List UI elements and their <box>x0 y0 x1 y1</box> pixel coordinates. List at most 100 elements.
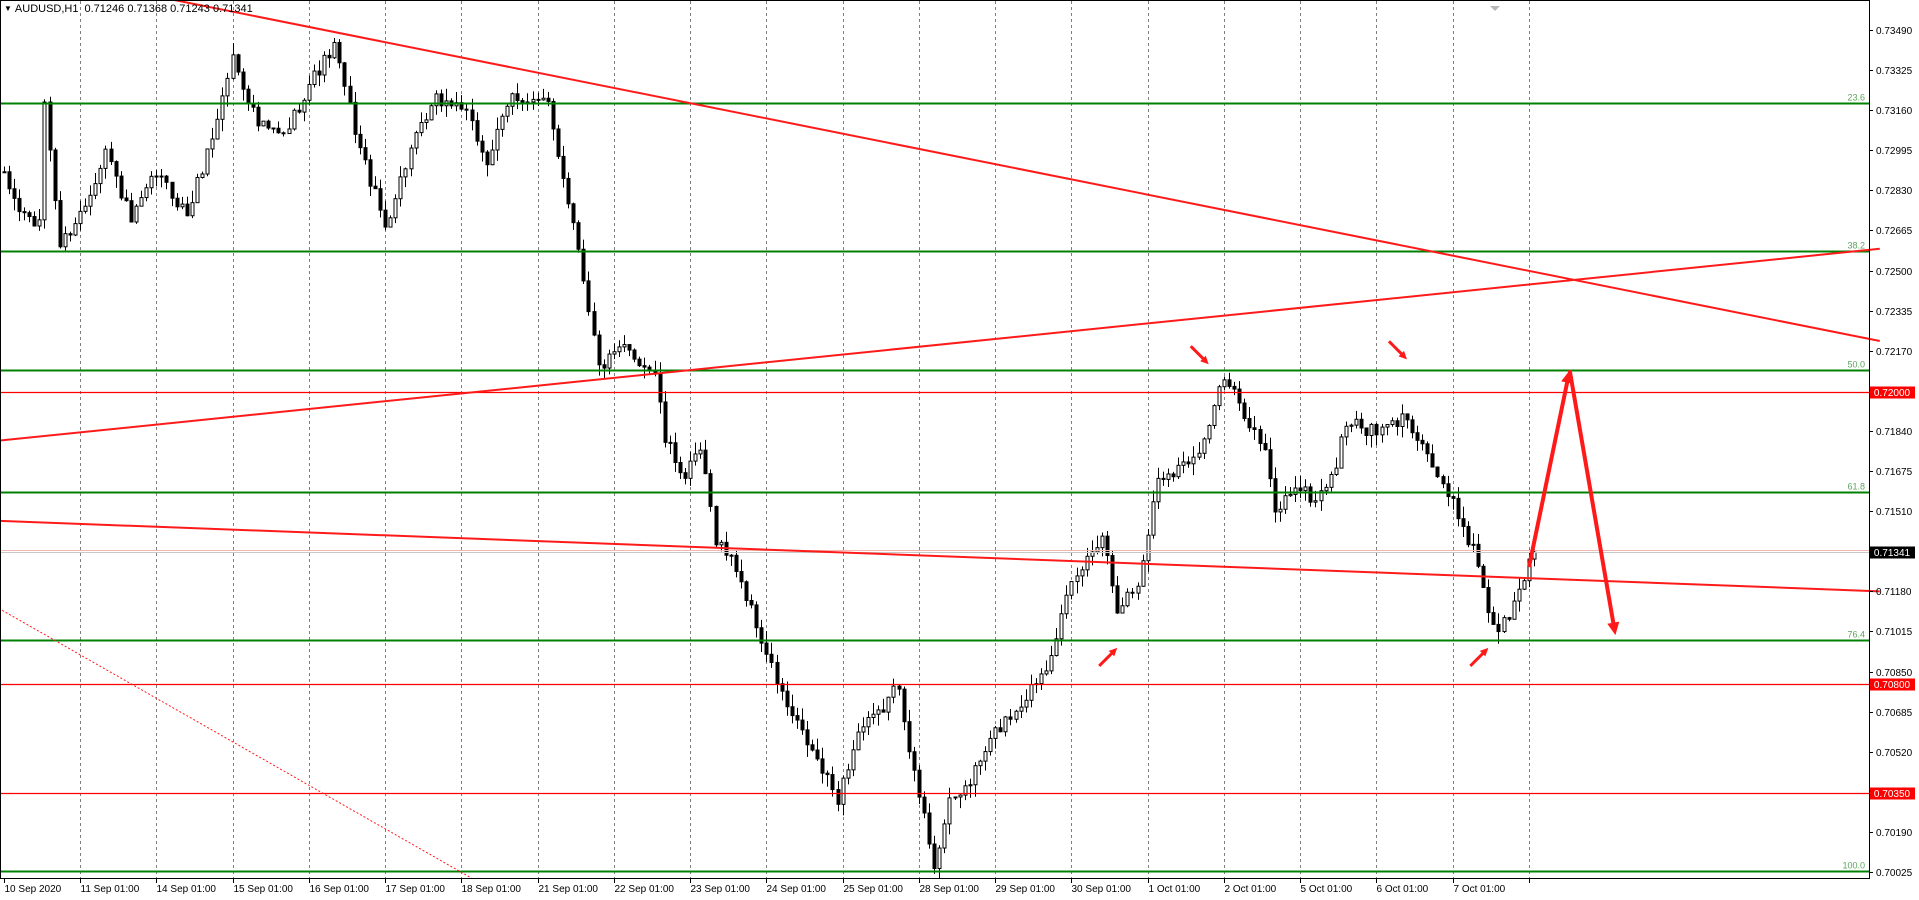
candle-body-down <box>241 71 246 90</box>
candle-body-down <box>246 88 251 104</box>
candle-body-up <box>1069 581 1074 596</box>
candle <box>947 787 952 835</box>
candle-body-up <box>1080 569 1085 577</box>
candle-body-down <box>32 216 37 227</box>
candle <box>1075 567 1080 594</box>
candle <box>612 343 617 360</box>
candle-body-up <box>1334 467 1339 475</box>
candle <box>851 740 856 777</box>
candle-body-down <box>912 751 917 771</box>
trendline-1[interactable] <box>105 0 1880 343</box>
chart-shift-marker-icon[interactable] <box>1490 6 1500 11</box>
candle-body-up <box>541 97 546 101</box>
candle-body-up <box>1120 605 1125 614</box>
candle <box>1242 398 1247 422</box>
candle-body-down <box>353 101 358 135</box>
candle <box>663 391 668 448</box>
candle <box>1039 668 1044 691</box>
chart-frame <box>0 0 1870 879</box>
candle <box>739 559 744 589</box>
candle-body-up <box>846 769 851 779</box>
axes <box>0 0 1870 879</box>
candle-body-up <box>693 453 698 462</box>
candle <box>83 198 88 214</box>
candle-body-up <box>302 99 307 113</box>
candle-body-up <box>1166 473 1171 480</box>
candle-body-down <box>1105 535 1110 557</box>
candle <box>627 344 632 357</box>
candle-body-down <box>124 197 129 202</box>
candle <box>1313 490 1318 508</box>
candle-body-down <box>1446 483 1451 498</box>
price-label-0-72830: 0.72830 <box>1876 186 1913 197</box>
candle-body-up <box>983 751 988 762</box>
candle-body-up <box>886 696 891 713</box>
candle <box>1446 475 1451 507</box>
candle <box>907 709 912 759</box>
candle <box>978 759 983 775</box>
candle <box>830 766 835 797</box>
candle-body-up <box>871 713 876 718</box>
candle <box>1136 582 1141 600</box>
candle-body-down <box>27 212 32 218</box>
candle <box>968 778 973 798</box>
price-label-0-72665: 0.72665 <box>1876 226 1913 237</box>
candle <box>1410 415 1415 439</box>
signal-arrow-shaft <box>1098 651 1115 667</box>
candle-body-up <box>93 183 98 196</box>
candle-body-down <box>109 148 114 163</box>
candle-body-up <box>1044 670 1049 675</box>
candle <box>1496 613 1501 644</box>
candle <box>225 72 230 107</box>
candle-body-down <box>1476 543 1481 567</box>
candle-body-down <box>683 472 688 479</box>
candle-body-down <box>175 197 180 208</box>
candle-body-down <box>658 373 663 403</box>
collapse-triangle-icon[interactable]: ▼ <box>4 4 12 13</box>
candle <box>490 139 495 166</box>
candle-body-down <box>1232 385 1237 390</box>
time-label-23-sep-01-00: 23 Sep 01:00 <box>691 884 751 895</box>
candle <box>98 164 103 194</box>
trendline-2[interactable] <box>0 247 1880 442</box>
candle <box>1522 578 1527 590</box>
candle <box>1003 715 1008 737</box>
candle <box>505 103 510 123</box>
candle <box>185 196 190 217</box>
fib-label-23-6: 23.6 <box>1847 93 1865 103</box>
candle-body-up <box>876 709 881 715</box>
candle-body-down <box>383 209 388 228</box>
candle-body-down <box>678 462 683 474</box>
current-price-badge <box>1870 546 1915 559</box>
candle <box>68 231 73 242</box>
candle-body-down <box>825 772 830 776</box>
candle-body-down <box>1451 496 1456 499</box>
candle-body-up <box>891 685 896 698</box>
horizontal-levels[interactable]: 23.6 38.2 50.0 61.8 76.4 100.0 <box>0 93 1869 873</box>
candle-body-down <box>744 581 749 602</box>
candle <box>271 127 276 134</box>
candle <box>358 125 363 155</box>
candle <box>1166 468 1171 487</box>
candle-body-up <box>978 760 983 767</box>
price-label-0-72335: 0.72335 <box>1876 307 1913 318</box>
candle <box>256 101 261 132</box>
candle <box>363 138 368 165</box>
sr-badge-text-0-70350: 0.70350 <box>1874 789 1911 800</box>
dotted-trendline[interactable] <box>0 608 472 879</box>
candle <box>103 145 108 179</box>
candle-body-up <box>388 217 393 228</box>
trendlines[interactable] <box>0 0 1880 879</box>
candle-body-up <box>78 210 83 225</box>
arrow-down-icon <box>1200 355 1209 365</box>
price-label-0-70850: 0.70850 <box>1876 668 1913 679</box>
sr-badge-0-72000 <box>1870 386 1915 399</box>
candle <box>1334 457 1339 477</box>
candle-body-up <box>1003 716 1008 733</box>
candle <box>378 179 383 218</box>
candle-body-down <box>922 796 927 814</box>
candle-body-up <box>1095 547 1100 553</box>
trendline-3[interactable] <box>0 519 1880 593</box>
candle-body-up <box>490 149 495 166</box>
